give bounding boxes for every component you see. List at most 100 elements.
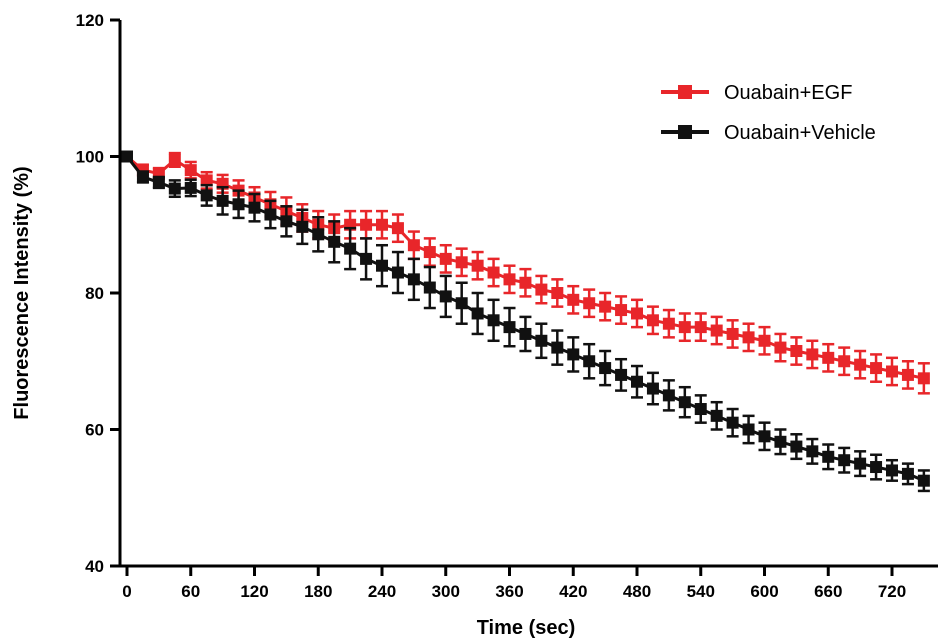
ticks-layer: 40 60 80 100 120 0 60 120 180 240 300 360 420 480 540 6… xyxy=(76,11,907,601)
data-point xyxy=(662,389,675,402)
data-point xyxy=(886,464,898,477)
data-point xyxy=(216,194,229,207)
series-ouabain-egf xyxy=(121,150,930,395)
data-point xyxy=(838,454,851,467)
data-point xyxy=(407,239,420,252)
data-point xyxy=(471,307,484,320)
data-point xyxy=(567,348,580,361)
data-point xyxy=(200,189,213,202)
series-layer xyxy=(121,150,930,493)
data-point xyxy=(328,235,341,248)
data-point xyxy=(503,273,516,286)
data-point xyxy=(296,220,309,233)
y-tick-label: 100 xyxy=(76,148,104,167)
x-tick-label: 420 xyxy=(559,582,587,601)
data-point xyxy=(694,403,707,416)
data-point xyxy=(806,445,819,458)
x-tick-label: 360 xyxy=(495,582,523,601)
data-point xyxy=(854,457,867,470)
data-point xyxy=(248,201,261,214)
x-tick-label: 60 xyxy=(181,582,200,601)
data-point xyxy=(567,293,580,306)
x-tick-label: 120 xyxy=(240,582,268,601)
data-point xyxy=(168,182,181,195)
data-point xyxy=(439,252,452,265)
data-point xyxy=(391,266,404,279)
data-point xyxy=(870,362,883,375)
data-point xyxy=(487,266,500,279)
x-tick-label: 240 xyxy=(368,582,396,601)
data-point xyxy=(646,382,659,395)
data-point xyxy=(471,259,484,272)
data-point xyxy=(583,355,596,368)
data-point xyxy=(758,334,771,347)
data-point xyxy=(615,304,628,317)
data-point xyxy=(551,341,564,354)
data-point xyxy=(280,215,293,228)
data-point xyxy=(901,467,914,480)
data-point xyxy=(742,423,755,436)
data-point xyxy=(678,321,691,334)
data-point xyxy=(152,176,165,189)
data-point xyxy=(519,276,532,289)
data-point xyxy=(423,246,436,259)
data-point xyxy=(870,461,883,474)
data-point xyxy=(599,300,612,313)
x-axis-title: Time (sec) xyxy=(477,617,576,639)
data-point xyxy=(360,252,373,265)
data-point xyxy=(535,334,548,347)
data-point xyxy=(439,290,452,303)
legend-item-egf: Ouabain+EGF xyxy=(661,82,852,104)
data-point xyxy=(790,440,803,453)
data-point xyxy=(407,273,420,286)
x-tick-label: 600 xyxy=(750,582,778,601)
data-point xyxy=(551,287,564,299)
data-point xyxy=(503,321,516,334)
legend-label-vehicle: Ouabain+Vehicle xyxy=(724,122,876,144)
data-point xyxy=(854,358,867,371)
data-point xyxy=(886,365,898,378)
data-point xyxy=(487,314,500,327)
data-point xyxy=(662,317,675,330)
data-point xyxy=(710,409,723,422)
data-point xyxy=(615,368,628,381)
series-ouabain-vehicle xyxy=(121,150,930,493)
legend-marker-egf xyxy=(678,85,692,99)
legend: Ouabain+EGF Ouabain+Vehicle xyxy=(661,82,876,144)
data-point xyxy=(583,297,596,310)
data-point xyxy=(535,283,548,296)
data-point xyxy=(710,324,723,337)
data-point xyxy=(822,351,835,364)
x-tick-label: 540 xyxy=(687,582,715,601)
data-point xyxy=(742,331,755,344)
data-point xyxy=(646,314,659,327)
y-tick-label: 80 xyxy=(85,284,104,303)
data-point xyxy=(774,435,787,448)
legend-marker-vehicle xyxy=(678,125,692,139)
y-tick-label: 120 xyxy=(76,11,104,30)
data-point xyxy=(455,297,468,310)
data-point xyxy=(806,348,819,361)
data-point xyxy=(455,256,468,269)
data-point xyxy=(136,170,149,183)
x-tick-label: 0 xyxy=(122,582,131,601)
data-point xyxy=(726,327,739,340)
data-point xyxy=(838,355,851,368)
data-point xyxy=(774,341,787,354)
data-point xyxy=(726,416,739,429)
y-tick-label: 60 xyxy=(85,421,104,440)
data-point xyxy=(599,362,612,375)
x-tick-label: 480 xyxy=(623,582,651,601)
x-tick-label: 660 xyxy=(814,582,842,601)
data-point xyxy=(901,368,914,381)
data-point xyxy=(790,345,803,358)
x-tick-label: 180 xyxy=(304,582,332,601)
x-tick-label: 720 xyxy=(878,582,906,601)
data-point xyxy=(168,153,181,166)
data-point xyxy=(694,321,707,334)
data-point xyxy=(678,396,691,409)
data-point xyxy=(423,281,436,294)
data-point xyxy=(758,430,771,443)
